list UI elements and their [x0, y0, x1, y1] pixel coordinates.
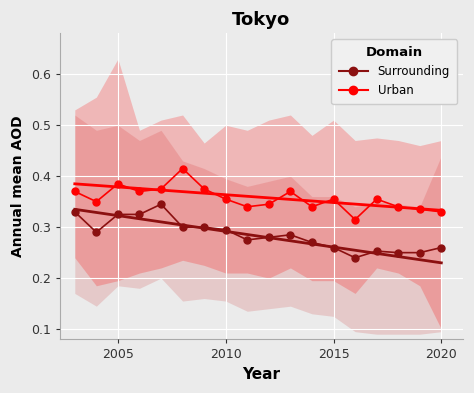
Title: Tokyo: Tokyo: [232, 11, 291, 29]
Y-axis label: Annual mean AOD: Annual mean AOD: [11, 116, 25, 257]
X-axis label: Year: Year: [242, 367, 280, 382]
Legend: Surrounding, Urban: Surrounding, Urban: [331, 39, 457, 104]
